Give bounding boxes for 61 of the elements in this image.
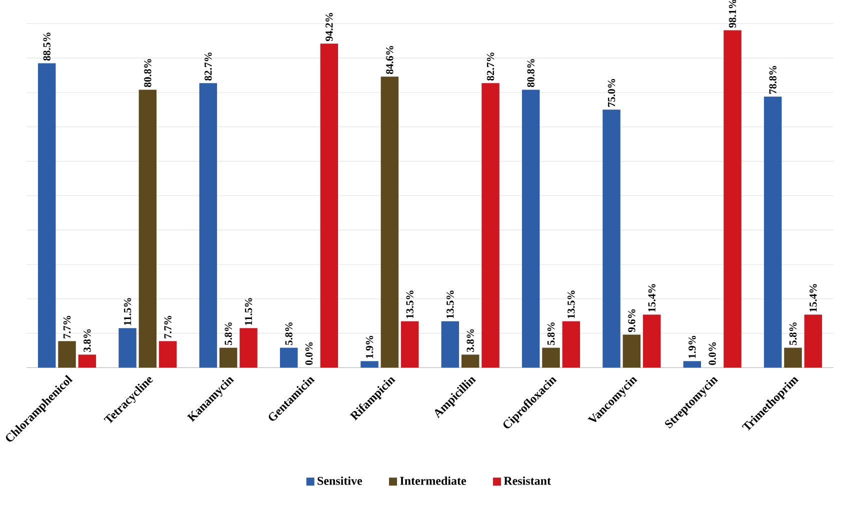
data-label: 3.8% — [84, 329, 91, 352]
bar — [804, 314, 822, 368]
bar — [158, 341, 177, 368]
bar — [461, 354, 480, 368]
legend-label: Intermediate — [400, 476, 466, 485]
bar — [764, 96, 782, 368]
bar — [602, 110, 620, 368]
bar — [784, 348, 802, 368]
data-label: 1.9% — [366, 336, 374, 358]
data-label: 7.7% — [63, 316, 71, 338]
bar — [441, 321, 460, 368]
bar — [522, 90, 540, 368]
bar — [240, 328, 258, 368]
data-label: 7.7% — [164, 316, 172, 338]
data-label: 78.8% — [769, 66, 776, 94]
data-label: 5.8% — [547, 322, 555, 346]
bar — [400, 321, 419, 368]
data-label: 0.0% — [708, 342, 716, 365]
bar — [38, 63, 56, 368]
data-label: 1.9% — [688, 336, 696, 358]
bar — [219, 348, 238, 368]
bar — [542, 348, 560, 368]
data-label: 80.8% — [144, 59, 152, 88]
data-label: 5.8% — [224, 322, 232, 346]
bar — [78, 354, 96, 368]
legend-label: Sensitive — [318, 476, 362, 485]
bar — [562, 321, 580, 368]
data-label: 13.5% — [446, 290, 454, 318]
bar — [280, 348, 298, 368]
data-label: 84.6% — [386, 46, 394, 74]
data-label: 11.5% — [244, 298, 252, 325]
bar — [320, 44, 338, 368]
data-label: 5.8% — [789, 322, 797, 346]
data-label: 0.0% — [305, 342, 313, 365]
data-label: 13.5% — [568, 290, 575, 318]
data-label: 94.2% — [326, 13, 333, 42]
data-label: 11.5% — [124, 298, 132, 325]
bar — [58, 341, 76, 368]
bar — [642, 314, 661, 368]
data-label: 75.0% — [608, 79, 616, 107]
data-label: 13.5% — [406, 290, 414, 318]
bar — [380, 76, 399, 368]
bar — [683, 361, 702, 368]
data-label: 5.8% — [285, 322, 292, 346]
bar — [482, 83, 500, 368]
data-label: 82.7% — [204, 52, 212, 81]
data-label: 82.7% — [486, 52, 494, 81]
data-label: 88.5% — [43, 32, 50, 61]
data-label: 98.1% — [728, 0, 736, 28]
data-label: 80.8% — [527, 59, 534, 88]
bar — [724, 30, 742, 368]
data-label: 15.4% — [810, 284, 817, 312]
bar — [199, 83, 218, 368]
bar — [622, 334, 641, 368]
bar — [118, 328, 136, 368]
bar — [138, 90, 157, 368]
data-label: 9.6% — [628, 309, 636, 332]
data-label: 3.8% — [466, 329, 474, 352]
data-label: 15.4% — [648, 284, 656, 312]
legend-label: Resistant — [504, 476, 551, 485]
bar — [360, 361, 378, 368]
